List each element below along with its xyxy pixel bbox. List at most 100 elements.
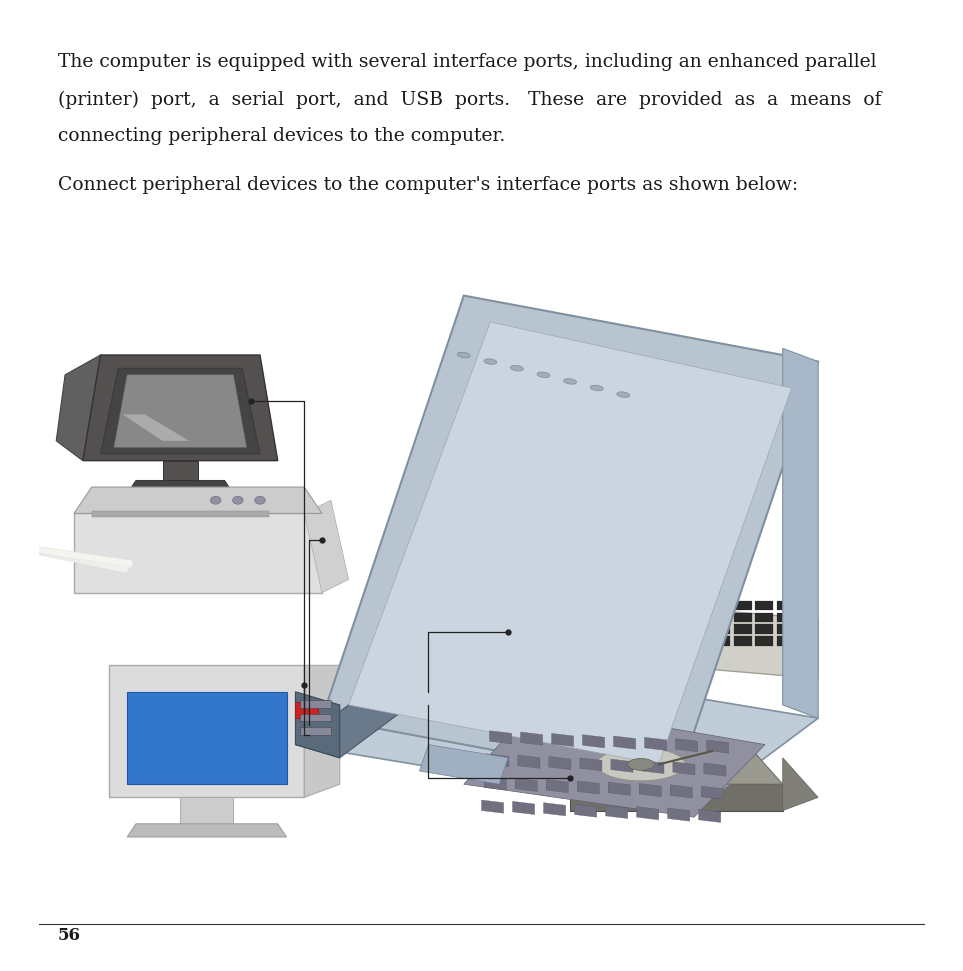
Bar [628,636,645,646]
Bar [299,726,331,735]
Bar [797,636,816,646]
Bar [734,613,752,621]
Bar [542,624,560,634]
Ellipse shape [510,365,524,371]
Polygon shape [83,355,277,460]
Bar [691,624,709,634]
Bar [110,665,304,797]
Ellipse shape [563,379,577,385]
Polygon shape [296,653,464,757]
Bar [691,636,709,646]
Bar [607,601,624,610]
Polygon shape [482,800,504,814]
Polygon shape [707,740,729,753]
Bar [299,700,331,708]
Polygon shape [515,778,537,791]
Text: (printer)  port,  a  serial  port,  and  USB  ports.   These  are  provided  as : (printer) port, a serial port, and USB p… [58,90,881,109]
Polygon shape [512,801,534,815]
Polygon shape [606,805,628,819]
Polygon shape [609,783,631,795]
Polygon shape [673,761,695,775]
Bar [734,601,752,610]
Bar [670,636,688,646]
Bar [713,601,731,610]
Polygon shape [698,809,720,822]
Bar [180,797,233,823]
Bar [127,691,287,785]
Bar [649,613,666,621]
Bar [296,702,318,719]
Polygon shape [122,415,189,441]
Text: Connect peripheral devices to the computer's interface ports as shown below:: Connect peripheral devices to the comput… [58,176,798,194]
Polygon shape [670,785,692,798]
Polygon shape [783,757,819,811]
Polygon shape [33,547,129,571]
Polygon shape [114,375,247,448]
Polygon shape [35,547,131,569]
Polygon shape [644,737,666,751]
Bar [755,601,773,610]
Bar [776,636,794,646]
Bar [586,636,603,646]
Polygon shape [575,804,597,818]
Polygon shape [639,784,662,797]
Bar [628,624,645,634]
Bar [587,636,712,646]
Bar [163,460,198,481]
Bar [521,624,539,634]
Bar [586,624,603,634]
Ellipse shape [483,359,497,364]
Polygon shape [464,705,765,818]
Polygon shape [56,355,100,460]
Polygon shape [534,745,783,785]
Bar [691,601,709,610]
Ellipse shape [457,352,470,357]
Bar [776,624,794,634]
Bar [521,636,539,646]
Polygon shape [583,735,605,748]
Polygon shape [100,368,260,454]
Polygon shape [570,785,783,811]
Bar [299,714,331,721]
Ellipse shape [537,372,550,378]
Polygon shape [349,322,792,764]
Polygon shape [487,753,509,767]
Bar [713,613,731,621]
Bar [74,514,322,592]
Bar [564,624,582,634]
Text: The computer is equipped with several interface ports, including an enhanced par: The computer is equipped with several in… [58,53,876,72]
Polygon shape [420,745,508,785]
Bar [521,613,539,621]
Bar [649,601,666,610]
Bar [734,636,752,646]
Bar [607,624,624,634]
Polygon shape [552,733,574,747]
Polygon shape [704,763,726,776]
Polygon shape [484,777,507,790]
Bar [607,636,624,646]
Polygon shape [577,781,599,794]
Polygon shape [701,787,723,799]
Bar [628,613,645,621]
Polygon shape [580,757,602,771]
Circle shape [232,496,244,504]
Polygon shape [304,665,340,797]
Polygon shape [642,760,664,774]
Text: connecting peripheral devices to the computer.: connecting peripheral devices to the com… [58,127,505,146]
Bar [670,601,688,610]
Bar [91,512,269,517]
Bar [564,601,582,610]
Ellipse shape [628,758,654,770]
Polygon shape [520,732,542,745]
Bar [521,601,539,610]
Ellipse shape [597,748,686,781]
Bar [628,601,645,610]
Polygon shape [74,487,322,514]
Polygon shape [613,736,636,750]
Polygon shape [637,807,659,820]
Polygon shape [675,739,697,752]
Polygon shape [508,592,819,679]
Polygon shape [127,481,233,493]
Polygon shape [127,823,287,837]
Polygon shape [549,756,571,770]
